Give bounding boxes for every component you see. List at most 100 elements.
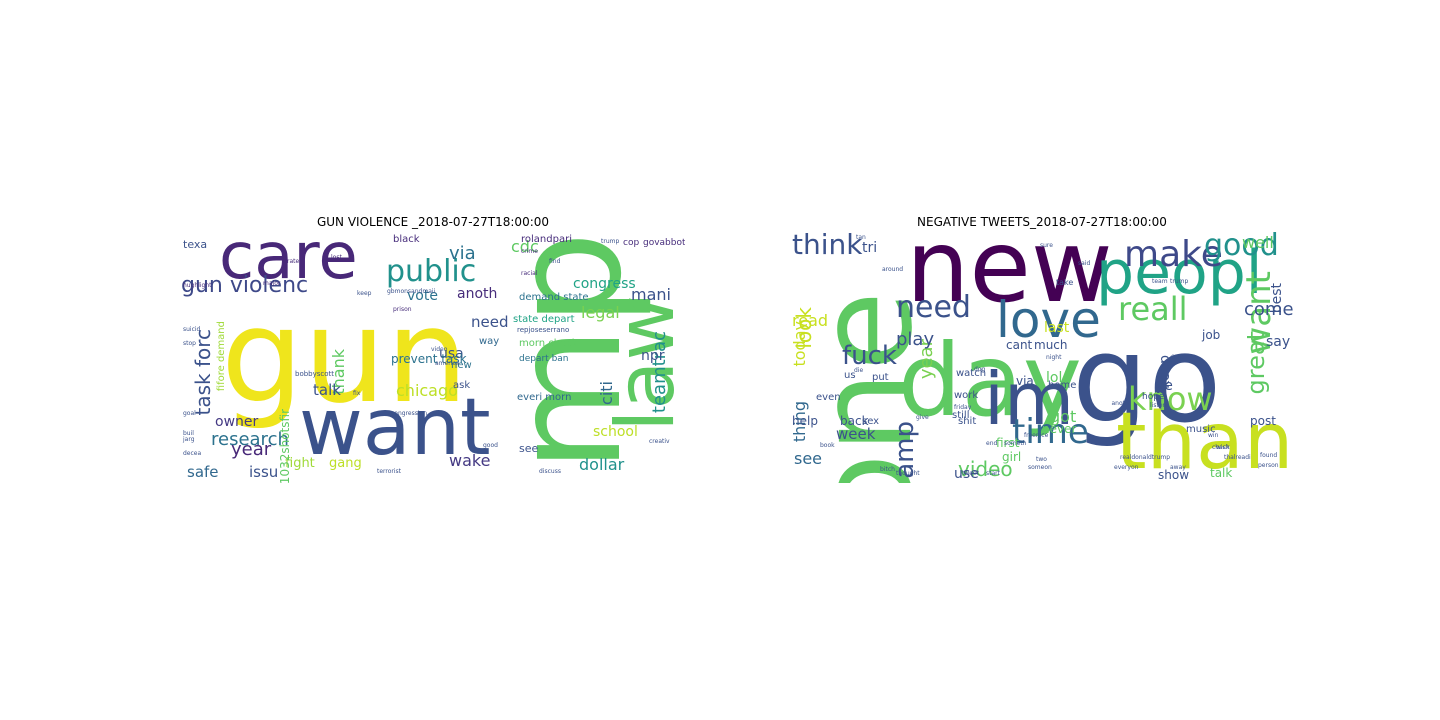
- word: mani: [631, 287, 671, 303]
- word: someth: [1004, 441, 1027, 447]
- word: gang: [329, 457, 362, 470]
- word: crime: [521, 249, 538, 255]
- word: sure: [1040, 243, 1053, 249]
- word: two: [1036, 457, 1047, 463]
- word: trump: [601, 239, 619, 245]
- word: find: [549, 259, 560, 265]
- word: end: [986, 441, 997, 447]
- word: shit: [958, 417, 976, 427]
- word: see: [794, 451, 822, 467]
- word: even: [816, 393, 841, 403]
- word: thalreadi: [1224, 455, 1251, 461]
- word: chicago: [396, 383, 458, 399]
- word: said: [1078, 261, 1090, 267]
- word: fix: [353, 391, 360, 397]
- word: depart ban: [519, 355, 569, 364]
- word: school: [593, 425, 638, 439]
- title-left: GUN VIOLENCE _2018-07-27T18:00:00: [317, 215, 549, 229]
- word: hope: [1142, 393, 1164, 402]
- word: tri: [862, 241, 877, 255]
- word: done: [1170, 355, 1185, 361]
- word: state depart: [513, 315, 575, 325]
- word: realdonaldtrump: [1120, 455, 1170, 461]
- word: dog: [974, 367, 985, 373]
- word: start: [986, 471, 1000, 477]
- word: legal: [581, 305, 620, 321]
- word: talk: [1210, 467, 1232, 479]
- word: wish: [1216, 445, 1230, 451]
- word: goal: [183, 411, 196, 417]
- word: texa: [183, 239, 207, 250]
- word: gbmonsandmaii: [387, 289, 435, 295]
- word: stop: [183, 341, 196, 347]
- word: creativ: [649, 439, 670, 445]
- word: anoth: [1111, 401, 1128, 407]
- word: freenice: [1024, 433, 1048, 439]
- word: racial: [521, 271, 537, 277]
- word: thought: [896, 471, 920, 477]
- word: congression: [391, 411, 427, 417]
- word: ye: [1156, 379, 1173, 393]
- word: give: [916, 415, 929, 421]
- word: girl: [1002, 451, 1021, 463]
- word: talk: [313, 383, 341, 398]
- word: rolandpari: [521, 235, 572, 245]
- word: way: [479, 337, 499, 347]
- word: last: [1044, 321, 1069, 335]
- word: year: [231, 441, 271, 459]
- word: task forc: [193, 329, 213, 416]
- word: need: [896, 293, 971, 323]
- word: cant: [1006, 339, 1032, 351]
- word: teamtrac: [651, 331, 669, 413]
- word: tweet: [962, 471, 979, 477]
- word: play: [896, 331, 934, 349]
- word: found: [1260, 453, 1277, 459]
- word: listen: [1150, 403, 1166, 409]
- word: decea: [183, 451, 201, 457]
- word: best: [1270, 283, 1284, 313]
- word: hughlight: [183, 283, 212, 289]
- word: sex: [862, 417, 879, 427]
- wordcloud-right: newonegodaypeoplthankloveimtimemakegoodn…: [790, 231, 1294, 483]
- word: fifore demand: [217, 321, 227, 391]
- word: fuck: [842, 343, 897, 369]
- word: keep: [357, 291, 371, 297]
- word: person: [1258, 463, 1279, 469]
- word: congress: [573, 277, 636, 291]
- word: terrorist: [377, 469, 401, 475]
- word: say: [1266, 335, 1290, 349]
- word: prison: [393, 307, 412, 313]
- word: ask: [453, 381, 470, 391]
- word: take: [1056, 279, 1073, 287]
- word: well: [1242, 235, 1274, 251]
- word: around: [882, 267, 903, 273]
- word: book: [820, 443, 835, 449]
- word: everyon: [1114, 465, 1138, 471]
- word: morn check: [519, 339, 578, 349]
- word: tan: [856, 235, 866, 241]
- title-right: NEGATIVE TWEETS_2018-07-27T18:00:00: [917, 215, 1167, 229]
- word: put: [872, 373, 889, 383]
- word: everi morn: [517, 393, 571, 403]
- word: great: [1244, 331, 1268, 394]
- word: need: [471, 315, 509, 330]
- word: bitch: [880, 467, 895, 473]
- word: black: [393, 235, 420, 245]
- word: jarg: [183, 437, 195, 443]
- word: trump: [1170, 279, 1188, 285]
- word: home: [1048, 381, 1076, 391]
- word: someon: [1028, 465, 1052, 471]
- word: post: [1250, 415, 1276, 427]
- word: major: [263, 281, 280, 287]
- word: citi: [599, 381, 615, 405]
- word: bobbyscott: [295, 371, 334, 378]
- word: issu: [249, 465, 278, 480]
- word: via: [1016, 375, 1034, 387]
- word: 1032shotsfir: [279, 409, 291, 483]
- word: safe: [187, 465, 219, 480]
- word: america: [435, 361, 459, 367]
- word: lost: [331, 255, 342, 261]
- word: week: [836, 427, 875, 442]
- word: video: [431, 347, 447, 353]
- word: help: [792, 415, 818, 427]
